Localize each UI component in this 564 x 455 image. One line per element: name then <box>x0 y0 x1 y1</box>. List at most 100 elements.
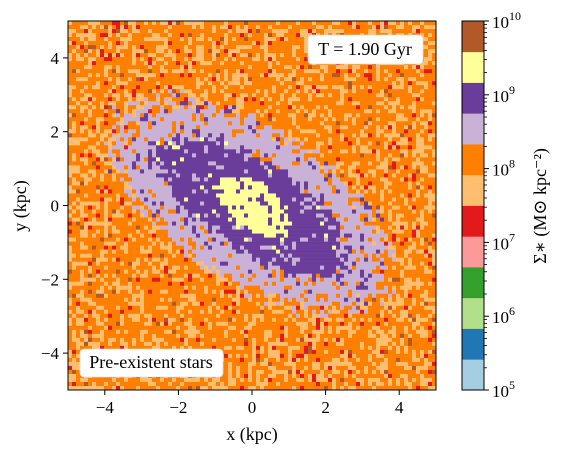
heatmap-cell <box>236 25 241 30</box>
heatmap-cell <box>264 189 269 194</box>
heatmap-cell <box>420 93 425 98</box>
heatmap-cell <box>312 69 317 74</box>
heatmap-cell <box>200 193 205 198</box>
heatmap-cell <box>220 61 225 66</box>
heatmap-cell <box>296 53 301 58</box>
heatmap-cell <box>376 73 381 78</box>
heatmap-cell <box>276 53 281 58</box>
heatmap-cell <box>268 121 273 126</box>
heatmap-cell <box>300 65 305 70</box>
heatmap-cell <box>284 49 289 54</box>
heatmap-cell <box>68 233 73 238</box>
heatmap-cell <box>284 157 289 162</box>
heatmap-cell <box>224 109 229 114</box>
heatmap-cell <box>84 53 89 58</box>
heatmap-cell <box>220 25 225 30</box>
heatmap-cell <box>380 117 385 122</box>
heatmap-cell <box>412 133 417 138</box>
heatmap-cell <box>136 93 141 98</box>
heatmap-cell <box>132 157 137 162</box>
heatmap-cell <box>300 81 305 86</box>
heatmap-cell <box>152 173 157 178</box>
heatmap-cell <box>112 193 117 198</box>
heatmap-cell <box>344 141 349 146</box>
heatmap-cell <box>172 121 177 126</box>
heatmap-cell <box>148 121 153 126</box>
heatmap-cell <box>200 201 205 206</box>
heatmap-cell <box>404 141 409 146</box>
heatmap-cell <box>216 65 221 70</box>
heatmap-cell <box>180 73 185 78</box>
heatmap-cell <box>424 105 429 110</box>
heatmap-cell <box>72 89 77 94</box>
heatmap-cell <box>72 21 77 26</box>
heatmap-cell <box>312 121 317 126</box>
heatmap-cell <box>112 169 117 174</box>
heatmap-cell <box>316 153 321 158</box>
heatmap-cell <box>304 161 309 166</box>
heatmap-cell <box>136 89 141 94</box>
heatmap-cell <box>128 89 133 94</box>
heatmap-cell <box>280 185 285 190</box>
heatmap-cell <box>148 189 153 194</box>
heatmap-cell <box>256 69 261 74</box>
heatmap-cell <box>304 49 309 54</box>
heatmap-cell <box>244 53 249 58</box>
heatmap-cell <box>140 165 145 170</box>
heatmap-cell <box>268 109 273 114</box>
heatmap-cell <box>188 41 193 46</box>
heatmap-cell <box>220 85 225 90</box>
heatmap-cell <box>396 149 401 154</box>
heatmap-cell <box>364 133 369 138</box>
heatmap-cell <box>92 105 97 110</box>
heatmap-cell <box>276 77 281 82</box>
heatmap-cell <box>76 37 81 42</box>
heatmap-cell <box>352 217 357 222</box>
heatmap-cell <box>312 89 317 94</box>
heatmap-cell <box>124 177 129 182</box>
heatmap-cell <box>428 225 433 230</box>
heatmap-cell <box>104 81 109 86</box>
heatmap-cell <box>72 41 77 46</box>
heatmap-cell <box>128 153 133 158</box>
heatmap-cell <box>280 81 285 86</box>
heatmap-cell <box>204 217 209 222</box>
heatmap-cell <box>160 145 165 150</box>
heatmap-cell <box>280 217 285 222</box>
heatmap-cell <box>256 193 261 198</box>
heatmap-cell <box>104 25 109 30</box>
heatmap-cell <box>72 141 77 146</box>
heatmap-cell <box>288 153 293 158</box>
heatmap-cell <box>364 189 369 194</box>
heatmap-cell <box>280 105 285 110</box>
heatmap-cell <box>144 77 149 82</box>
heatmap-cell <box>348 229 353 234</box>
heatmap-cell <box>92 77 97 82</box>
heatmap-cell <box>76 213 81 218</box>
heatmap-cell <box>184 153 189 158</box>
heatmap-cell <box>200 29 205 34</box>
heatmap-cell <box>328 105 333 110</box>
heatmap-cell <box>428 29 433 34</box>
heatmap-cell <box>160 21 165 26</box>
heatmap-cell <box>288 137 293 142</box>
heatmap-cell <box>176 49 181 54</box>
heatmap-cell <box>408 77 413 82</box>
heatmap-cell <box>340 101 345 106</box>
heatmap-cell <box>84 113 89 118</box>
heatmap-cell <box>356 93 361 98</box>
heatmap-cell <box>92 113 97 118</box>
heatmap-cell <box>412 105 417 110</box>
heatmap-cell <box>420 217 425 222</box>
heatmap-cell <box>304 181 309 186</box>
heatmap-cell <box>224 77 229 82</box>
heatmap-cell <box>152 153 157 158</box>
heatmap-cell <box>128 157 133 162</box>
heatmap-cell <box>300 101 305 106</box>
heatmap-cell <box>220 149 225 154</box>
heatmap-cell <box>304 193 309 198</box>
heatmap-cell <box>72 109 77 114</box>
heatmap-cell <box>340 85 345 90</box>
heatmap-cell <box>184 185 189 190</box>
heatmap-cell <box>268 49 273 54</box>
